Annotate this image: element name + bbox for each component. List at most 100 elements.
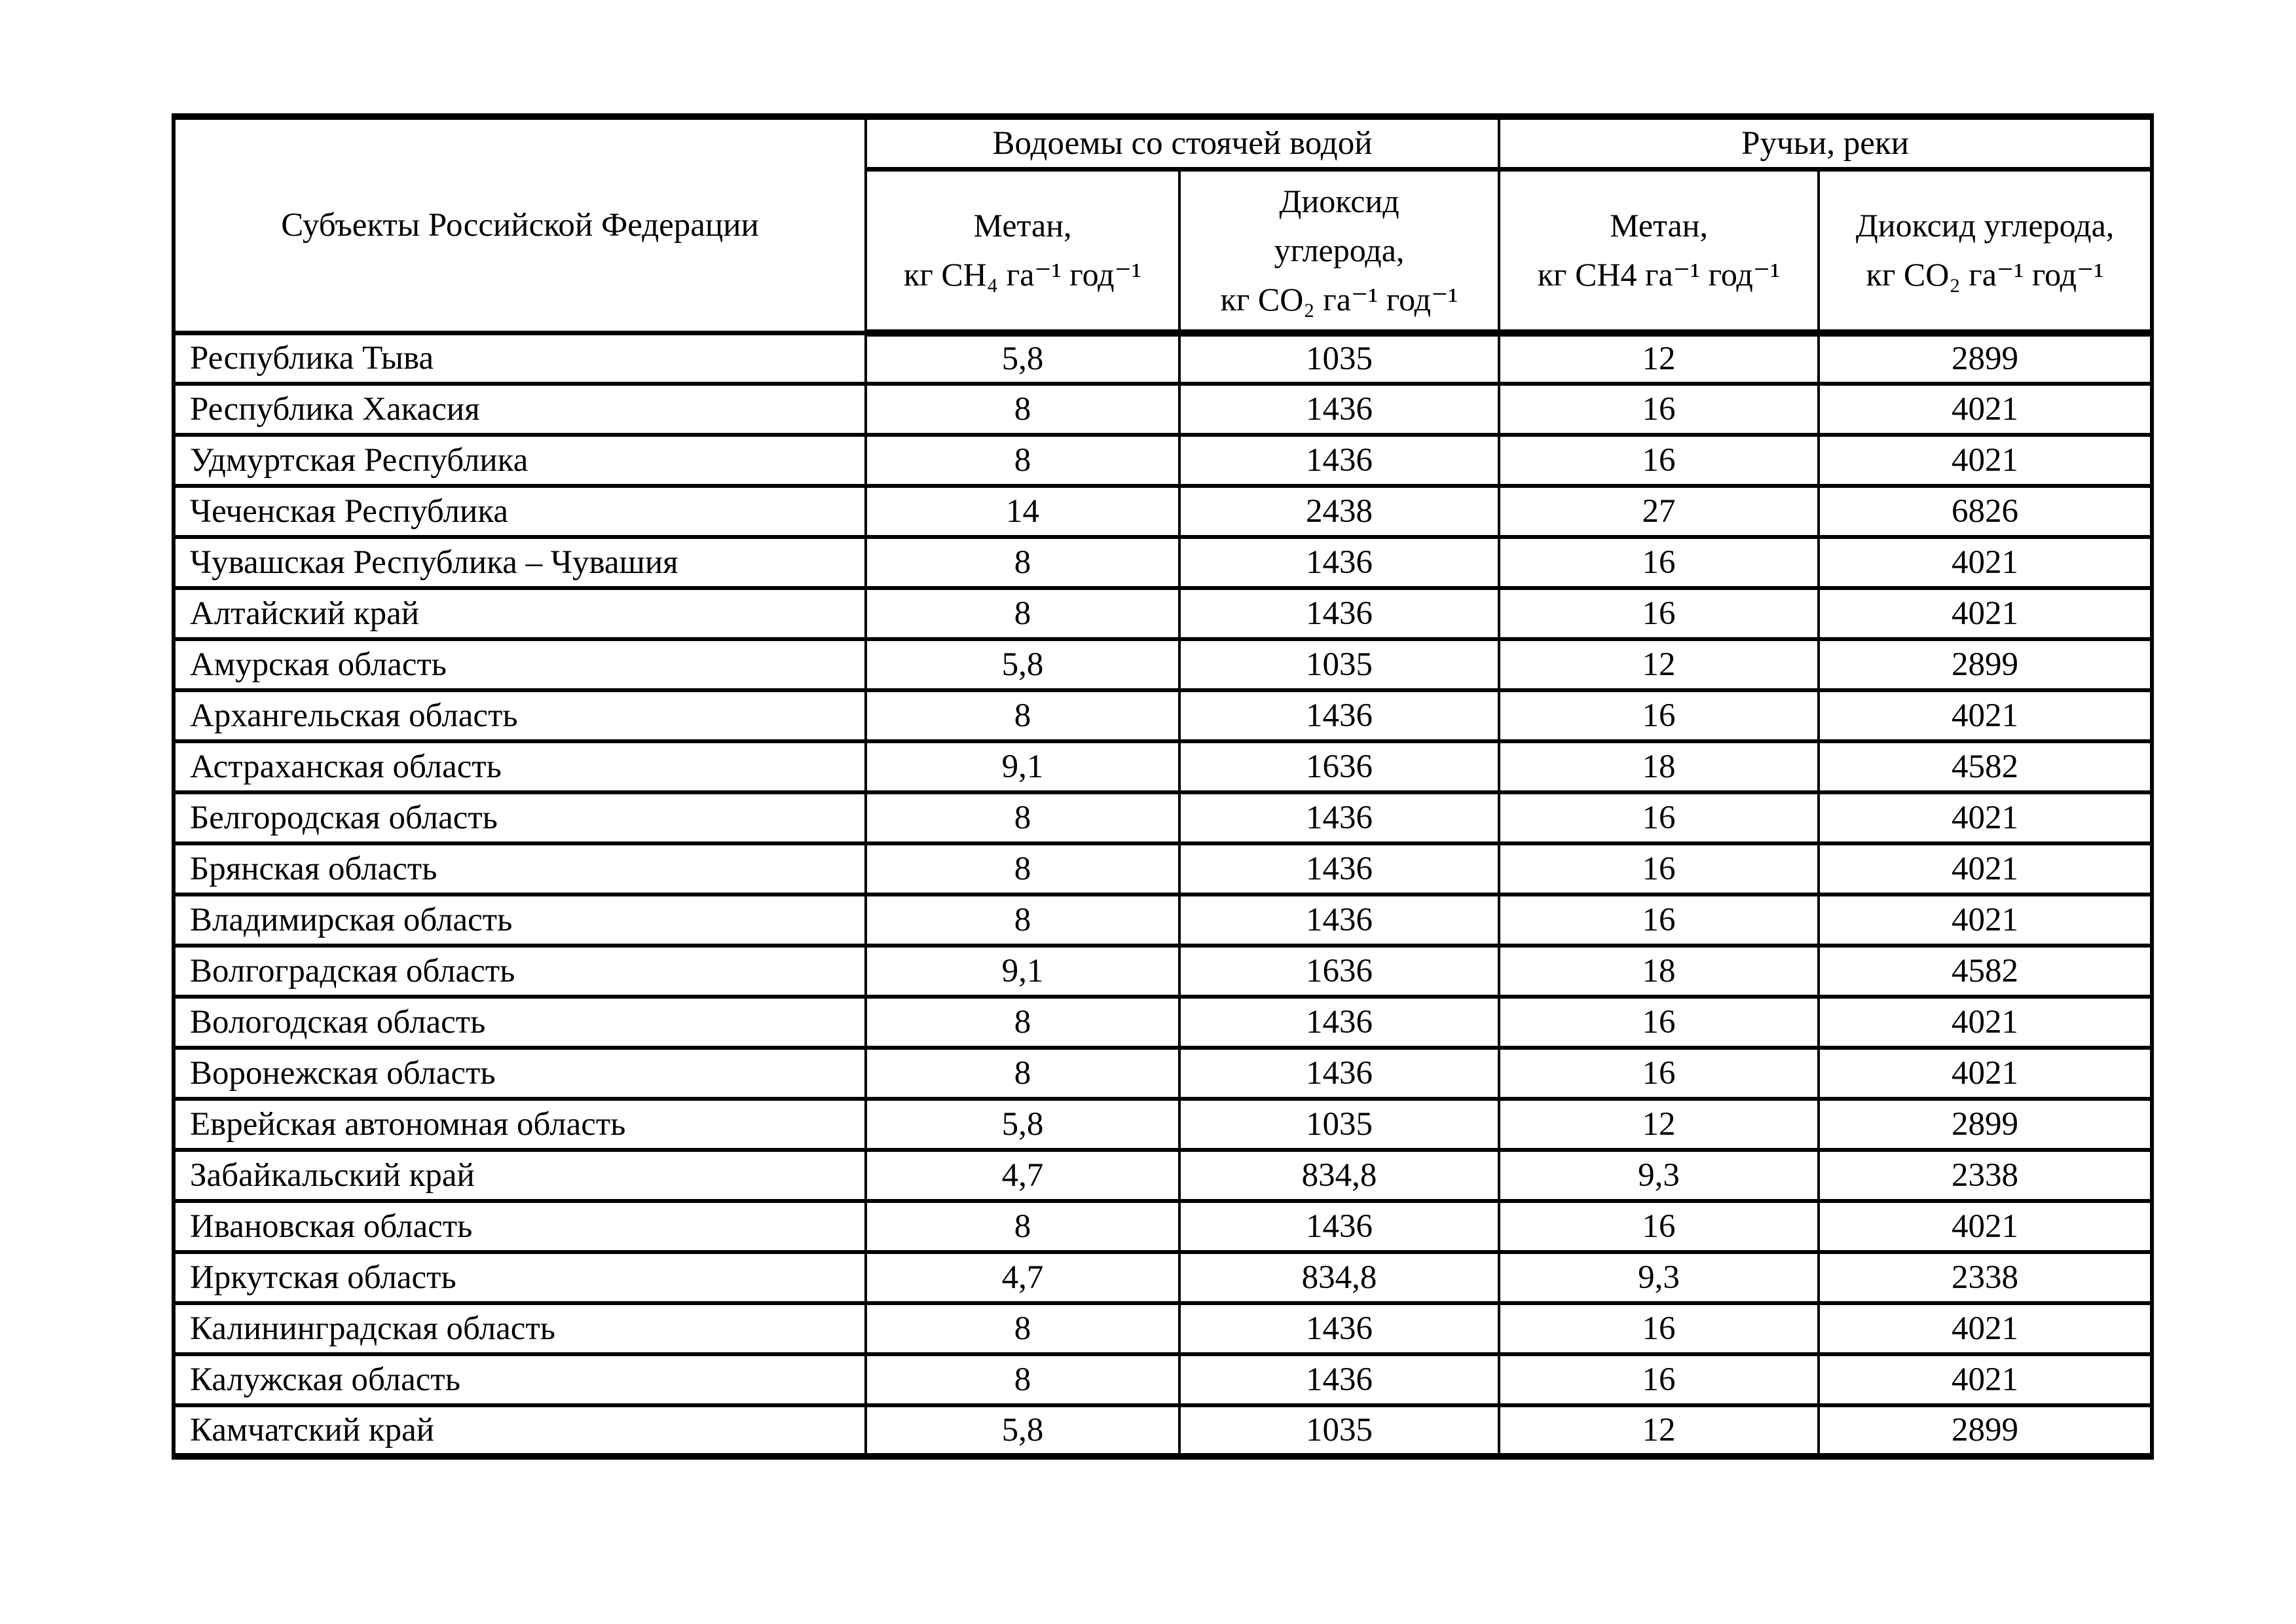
value-cell: 2899 xyxy=(1817,1097,2155,1152)
value-cell: 4,7 xyxy=(864,1148,1181,1203)
value-cell: 1436 xyxy=(1177,1199,1501,1254)
table-row: Ивановская область 8 1436 16 4021 xyxy=(172,1199,2155,1254)
value-cell: 16 xyxy=(1498,1199,1821,1254)
value-cell: 14 xyxy=(864,484,1181,539)
region-cell: Еврейская автономная область xyxy=(172,1097,867,1152)
value-cell: 16 xyxy=(1498,535,1821,590)
region-cell: Иркутская область xyxy=(172,1250,867,1305)
value-cell: 1035 xyxy=(1177,1097,1501,1152)
table-row: Брянская область 8 1436 16 4021 xyxy=(172,841,2155,896)
value-cell: 9,3 xyxy=(1498,1250,1821,1305)
region-cell: Чувашская Республика – Чувашия xyxy=(172,535,867,590)
value-cell: 8 xyxy=(864,688,1181,743)
value-cell: 2899 xyxy=(1817,331,2155,386)
region-cell: Удмуртская Республика xyxy=(172,433,867,488)
table-row: Архангельская область 8 1436 16 4021 xyxy=(172,688,2155,743)
value-cell: 2338 xyxy=(1817,1148,2155,1203)
table-row: Алтайский край 8 1436 16 4021 xyxy=(172,586,2155,641)
value-cell: 16 xyxy=(1498,790,1821,845)
value-cell: 4021 xyxy=(1817,841,2155,896)
region-cell: Ивановская область xyxy=(172,1199,867,1254)
value-cell: 9,1 xyxy=(864,944,1181,999)
value-cell: 1636 xyxy=(1177,944,1501,999)
value-cell: 8 xyxy=(864,790,1181,845)
value-cell: 16 xyxy=(1498,1046,1821,1101)
region-cell: Республика Хакасия xyxy=(172,382,867,437)
value-cell: 16 xyxy=(1498,1352,1821,1407)
table-row: Чеченская Республика 14 2438 27 6826 xyxy=(172,484,2155,539)
value-cell: 1436 xyxy=(1177,1352,1501,1407)
value-cell: 1436 xyxy=(1177,1046,1501,1101)
value-cell: 12 xyxy=(1498,331,1821,386)
value-cell: 4021 xyxy=(1817,790,2155,845)
value-cell: 4021 xyxy=(1817,893,2155,948)
value-cell: 2438 xyxy=(1177,484,1501,539)
value-cell: 16 xyxy=(1498,1301,1821,1356)
region-cell: Воронежская область xyxy=(172,1046,867,1101)
value-cell: 1436 xyxy=(1177,586,1501,641)
value-cell: 8 xyxy=(864,1352,1181,1407)
value-cell: 8 xyxy=(864,535,1181,590)
group-header-row: Субъекты Российской Федерации Водоемы со… xyxy=(172,113,2155,335)
table-row: Амурская область 5,8 1035 12 2899 xyxy=(172,637,2155,692)
region-cell: Камчатский край xyxy=(172,1403,867,1460)
region-cell: Владимирская область xyxy=(172,893,867,948)
emissions-table: Субъекты Российской Федерации Водоемы со… xyxy=(172,113,2155,1460)
region-column-header: Субъекты Российской Федерации xyxy=(172,113,867,335)
region-cell: Амурская область xyxy=(172,637,867,692)
value-cell: 4021 xyxy=(1817,1352,2155,1407)
value-cell: 18 xyxy=(1498,739,1821,794)
value-cell: 4021 xyxy=(1817,586,2155,641)
table-row: Астраханская область 9,1 1636 18 4582 xyxy=(172,739,2155,794)
value-cell: 4582 xyxy=(1817,944,2155,999)
value-cell: 9,1 xyxy=(864,739,1181,794)
table-row: Владимирская область 8 1436 16 4021 xyxy=(172,893,2155,948)
table-row: Удмуртская Республика 8 1436 16 4021 xyxy=(172,433,2155,488)
value-cell: 9,3 xyxy=(1498,1148,1821,1203)
value-cell: 8 xyxy=(864,841,1181,896)
value-cell: 4021 xyxy=(1817,995,2155,1050)
value-cell: 834,8 xyxy=(1177,1250,1501,1305)
region-cell: Белгородская область xyxy=(172,790,867,845)
table-row: Республика Тыва 5,8 1035 12 2899 xyxy=(172,331,2155,386)
region-cell: Астраханская область xyxy=(172,739,867,794)
value-cell: 1436 xyxy=(1177,995,1501,1050)
table-body: Республика Тыва 5,8 1035 12 2899 Республика Х… xyxy=(172,331,2155,1460)
table-row: Калининградская область 8 1436 16 4021 xyxy=(172,1301,2155,1356)
value-cell: 1436 xyxy=(1177,382,1501,437)
table-row: Чувашская Республика – Чувашия 8 1436 16 402… xyxy=(172,535,2155,590)
table-row: Вологодская область 8 1436 16 4021 xyxy=(172,995,2155,1050)
value-cell: 8 xyxy=(864,893,1181,948)
value-cell: 2899 xyxy=(1817,1403,2155,1460)
region-cell: Алтайский край xyxy=(172,586,867,641)
value-cell: 1035 xyxy=(1177,331,1501,386)
region-cell: Архангельская область xyxy=(172,688,867,743)
value-cell: 6826 xyxy=(1817,484,2155,539)
value-cell: 2899 xyxy=(1817,637,2155,692)
value-cell: 16 xyxy=(1498,995,1821,1050)
value-cell: 2338 xyxy=(1817,1250,2155,1305)
table-row: Белгородская область 8 1436 16 4021 xyxy=(172,790,2155,845)
value-cell: 1436 xyxy=(1177,1301,1501,1356)
value-cell: 16 xyxy=(1498,893,1821,948)
value-cell: 12 xyxy=(1498,1097,1821,1152)
value-cell: 16 xyxy=(1498,841,1821,896)
table-row: Волгоградская область 9,1 1636 18 4582 xyxy=(172,944,2155,999)
value-cell: 16 xyxy=(1498,433,1821,488)
header-rivers-co2: Диоксид углерода, кг CO₂ га⁻¹ год⁻¹ xyxy=(1817,169,2155,337)
value-cell: 1436 xyxy=(1177,841,1501,896)
value-cell: 1035 xyxy=(1177,1403,1501,1460)
value-cell: 8 xyxy=(864,1199,1181,1254)
header-stagnant-co2: Диоксид углерода, кг CO₂ га⁻¹ год⁻¹ xyxy=(1177,169,1501,337)
region-cell: Республика Тыва xyxy=(172,331,867,386)
sub-header-row: Метан, кг CH₄ га⁻¹ год⁻¹ Диоксид углерод… xyxy=(174,169,2155,337)
value-cell: 1436 xyxy=(1177,893,1501,948)
value-cell: 16 xyxy=(1498,586,1821,641)
table-row: Воронежская область 8 1436 16 4021 xyxy=(172,1046,2155,1101)
value-cell: 4021 xyxy=(1817,1301,2155,1356)
value-cell: 1436 xyxy=(1177,433,1501,488)
value-cell: 16 xyxy=(1498,688,1821,743)
value-cell: 4582 xyxy=(1817,739,2155,794)
region-cell: Чеченская Республика xyxy=(172,484,867,539)
value-cell: 4021 xyxy=(1817,535,2155,590)
